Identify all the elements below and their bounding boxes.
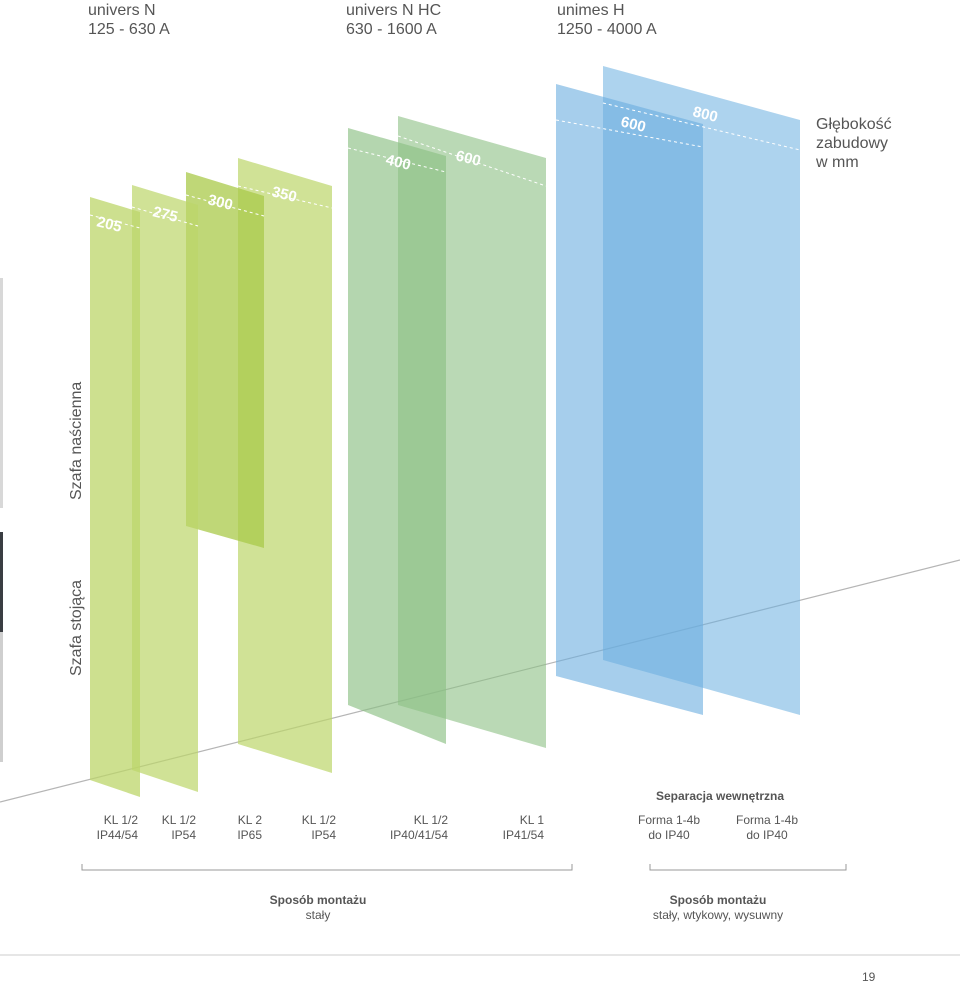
- edge-strip: [0, 632, 3, 762]
- depth-line-205: [89, 214, 141, 229]
- mounting-flexible: Sposób montażu stały, wtykowy, wysuwny: [608, 893, 828, 923]
- product-unimes-h: unimes H 1250 - 4000 A: [557, 1, 657, 39]
- label-wall-cabinet: Szafa naścienna: [68, 381, 85, 500]
- rating-class: KL 1/2: [161, 813, 196, 827]
- bracket-fixed: [81, 864, 573, 871]
- product-univers-n-hc: univers N HC 630 - 1600 A: [346, 1, 441, 39]
- rating-form: Forma 1-4b: [735, 813, 799, 827]
- rating-ip: IP54: [171, 828, 196, 842]
- product-range: 630 - 1600 A: [346, 21, 437, 38]
- depth-line-800: [602, 102, 801, 151]
- rating-class: KL 1/2: [103, 813, 138, 827]
- mounting-title: Sposób montażu: [669, 893, 767, 907]
- rating-item: Forma 1-4b do IP40: [628, 813, 710, 843]
- edge-strip: [0, 532, 3, 632]
- separation-title: Separacja wewnętrzna: [655, 789, 785, 803]
- rating-ip: IP41/54: [502, 828, 544, 842]
- rating-item: KL 1/2 IP40/41/54: [376, 813, 448, 843]
- depth-line-400: [347, 147, 447, 173]
- rating-class: KL 2: [237, 813, 262, 827]
- depth-line-600: [555, 119, 704, 148]
- panel-275: [132, 185, 198, 792]
- depth-label: 300: [206, 191, 234, 214]
- depth-label: 205: [95, 213, 123, 236]
- edge-strip: [0, 278, 3, 508]
- rating-class: KL 1: [519, 813, 544, 827]
- depth-title-line: zabudowy: [816, 135, 889, 152]
- depth-label: 275: [151, 203, 179, 226]
- panel-205: [90, 197, 140, 797]
- rating-form: Forma 1-4b: [637, 813, 701, 827]
- depth-label: 600: [619, 113, 647, 136]
- depth-label: 350: [270, 183, 298, 206]
- rating-class: KL 1/2: [413, 813, 448, 827]
- mounting-value: stały: [305, 908, 331, 922]
- depth-title-line: w mm: [816, 154, 859, 171]
- rating-item: KL 2 IP65: [214, 813, 262, 843]
- rating-item: KL 1/2 IP44/54: [90, 813, 138, 843]
- panel-400-green: [348, 128, 446, 744]
- rating-ip: IP65: [237, 828, 262, 842]
- mounting-fixed: Sposób montażu stały: [218, 893, 418, 923]
- label-standing-cabinet: Szafa stojąca: [68, 579, 85, 676]
- depth-line-600-green: [397, 135, 547, 187]
- depth-line-300: [185, 194, 265, 217]
- depth-title-line: Głębokość: [816, 116, 892, 133]
- rating-ip: IP40/41/54: [389, 828, 448, 842]
- page-number: 19: [862, 970, 876, 984]
- rating-ip: do IP40: [746, 828, 788, 842]
- rating-ip: IP44/54: [96, 828, 138, 842]
- mounting-value: stały, wtykowy, wysuwny: [652, 908, 784, 922]
- rating-ip: IP54: [311, 828, 336, 842]
- product-range: 125 - 630 A: [88, 21, 170, 38]
- rating-class: KL 1/2: [301, 813, 336, 827]
- product-name: univers N: [88, 2, 156, 19]
- depth-title: Głębokość zabudowy w mm: [816, 115, 892, 172]
- rating-item: KL 1 IP41/54: [490, 813, 544, 843]
- depth-label: 800: [691, 103, 719, 126]
- product-univers-n: univers N 125 - 630 A: [88, 1, 170, 39]
- rating-item: Forma 1-4b do IP40: [726, 813, 808, 843]
- depth-line-350: [237, 185, 333, 209]
- depth-label: 400: [384, 151, 412, 174]
- depth-label: 600: [454, 147, 482, 170]
- mount-divider: [91, 542, 333, 585]
- product-name: unimes H: [557, 2, 625, 19]
- rating-item: KL 1/2 IP54: [148, 813, 196, 843]
- panel-300: [186, 172, 264, 548]
- product-range: 1250 - 4000 A: [557, 21, 657, 38]
- rating-ip: do IP40: [648, 828, 690, 842]
- rating-item: KL 1/2 IP54: [286, 813, 336, 843]
- panel-600-blue: [556, 84, 703, 715]
- mounting-title: Sposób montażu: [269, 893, 367, 907]
- bracket-flexible: [649, 864, 847, 871]
- product-name: univers N HC: [346, 2, 442, 19]
